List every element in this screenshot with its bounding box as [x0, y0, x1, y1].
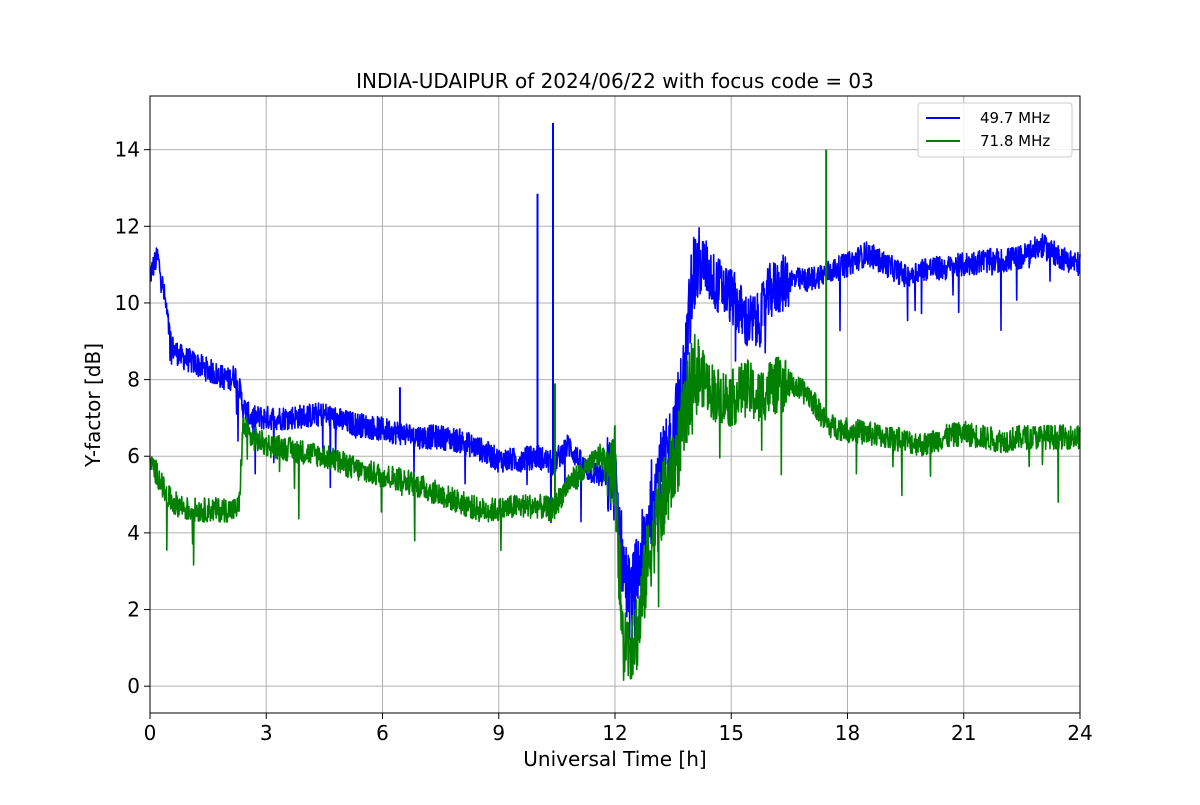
x-axis-label: Universal Time [h] — [523, 747, 706, 771]
legend-label-49-7: 49.7 MHz — [980, 109, 1050, 127]
chart-title: INDIA-UDAIPUR of 2024/06/22 with focus c… — [356, 69, 874, 93]
y-tick-label: 2 — [127, 598, 140, 622]
legend-box — [917, 102, 1073, 158]
series-line — [149, 333, 1081, 681]
x-tick-label: 12 — [602, 721, 627, 745]
grid — [149, 96, 1081, 713]
y-axis-label: Y-factor [dB] — [81, 343, 105, 468]
y-tick-label: 14 — [115, 138, 140, 162]
x-tick-label: 21 — [951, 721, 976, 745]
y-tick-label: 0 — [127, 674, 140, 698]
y-tick-label: 12 — [115, 214, 140, 238]
x-tick-label: 9 — [492, 721, 505, 745]
x-tick-label: 15 — [719, 721, 744, 745]
x-tick-label: 6 — [376, 721, 389, 745]
y-tick-label: 8 — [127, 368, 140, 392]
y-tick-label: 4 — [127, 521, 140, 545]
series-71-8-MHz — [149, 333, 1081, 681]
x-tick-label: 3 — [260, 721, 273, 745]
x-tick-label: 24 — [1067, 721, 1092, 745]
x-tick-label: 18 — [835, 721, 860, 745]
plot-area — [149, 122, 1081, 681]
y-tick-label: 10 — [115, 291, 140, 315]
x-tick-label: 0 — [144, 721, 157, 745]
legend-label-71-8: 71.8 MHz — [980, 132, 1050, 150]
y-tick-label: 6 — [127, 444, 140, 468]
legend: 49.7 MHz 71.8 MHz — [917, 102, 1073, 158]
